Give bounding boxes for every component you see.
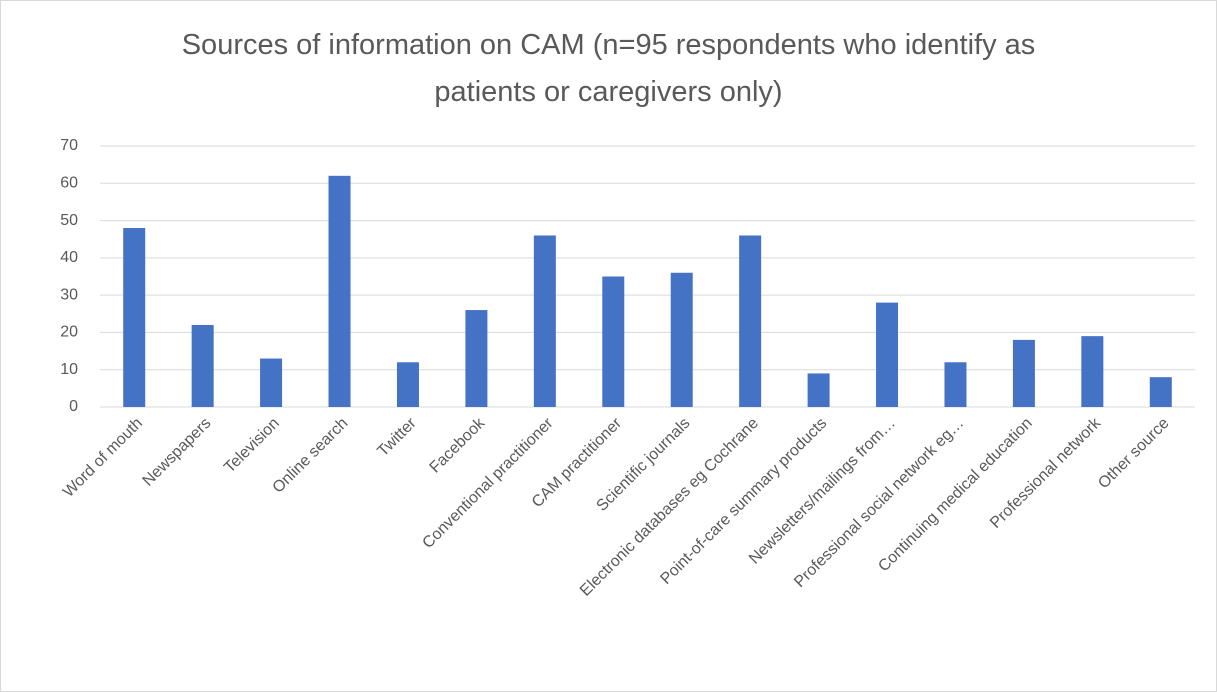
chart-title: Sources of information on CAM (n=95 resp… xyxy=(181,29,1036,108)
bar xyxy=(533,235,556,407)
x-tick-label: Professional network xyxy=(987,414,1105,532)
bar xyxy=(739,235,762,407)
y-tick-label: 50 xyxy=(60,212,78,229)
x-tick-label: Newsletters/mailings from… xyxy=(746,415,899,568)
bar xyxy=(1081,336,1104,407)
bar xyxy=(260,358,283,407)
y-tick-label: 30 xyxy=(60,286,78,303)
x-tick-label: Conventional practitioner xyxy=(419,414,557,552)
y-tick-label: 40 xyxy=(60,249,78,266)
y-tick-label: 0 xyxy=(69,398,78,415)
bar xyxy=(876,302,899,407)
y-tick-label: 70 xyxy=(60,137,78,154)
bar xyxy=(123,228,146,407)
x-tick-label: Word of mouth xyxy=(60,415,146,501)
y-tick-label: 10 xyxy=(60,361,78,378)
y-tick-label: 20 xyxy=(60,324,78,341)
x-tick-label: Television xyxy=(221,415,283,477)
x-tick-label: Newspapers xyxy=(140,415,215,490)
x-tick-label: Facebook xyxy=(427,414,489,476)
bar xyxy=(1012,339,1035,407)
bar xyxy=(807,373,830,407)
y-tick-label: 60 xyxy=(60,175,78,192)
bar xyxy=(670,272,693,407)
x-tick-label: Twitter xyxy=(374,414,420,460)
bar xyxy=(396,362,419,407)
bar xyxy=(191,324,214,407)
bar xyxy=(944,362,967,407)
bar xyxy=(328,175,351,407)
bar xyxy=(1149,377,1172,407)
x-tick-label: Other source xyxy=(1095,415,1173,493)
bar xyxy=(602,276,625,407)
bar xyxy=(465,310,488,407)
